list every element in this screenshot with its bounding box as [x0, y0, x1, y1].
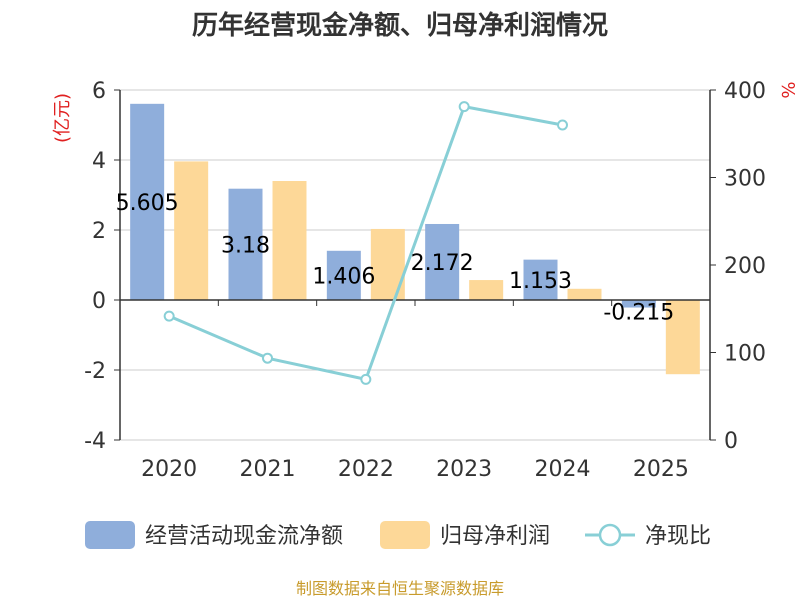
left-tick-label: 0 [92, 289, 106, 314]
right-tick-label: 100 [724, 342, 766, 367]
grid-lines [120, 89, 710, 441]
ratio-point [557, 119, 568, 131]
cashflow-bar [425, 223, 460, 300]
legend-swatch-net-profit [380, 521, 430, 549]
category-label: 2025 [633, 457, 689, 482]
ratio-line [163, 101, 568, 385]
left-tick-label: -2 [84, 359, 106, 384]
category-label: 2020 [141, 457, 197, 482]
category-label: 2022 [338, 457, 394, 482]
axes [114, 89, 716, 441]
bars [130, 103, 700, 375]
legend-label-cashflow: 经营活动现金流净额 [145, 524, 343, 549]
cashflow-bar [621, 300, 656, 308]
right-axis-unit: % [777, 81, 798, 98]
legend-label-net-profit: 归母净利润 [440, 524, 550, 549]
net-profit-bar [174, 161, 209, 300]
right-tick-label: 300 [724, 167, 766, 192]
ratio-point [458, 101, 470, 113]
left-tick-label: 4 [92, 149, 106, 174]
cashflow-bar [523, 259, 558, 300]
data-labels: 5.605 3.18 1.406 2.172 1.153 -0.215 [116, 191, 675, 326]
left-tick-label: 2 [92, 219, 106, 244]
ratio-point [163, 310, 175, 322]
cashflow-data-label: -0.215 [603, 301, 674, 326]
legend-swatch-cashflow [85, 521, 135, 549]
category-label: 2024 [535, 457, 591, 482]
ratio-point [262, 352, 273, 364]
right-tick-label: 200 [724, 254, 766, 279]
cashflow-bar [130, 103, 165, 300]
net-profit-bar [567, 288, 602, 300]
cashflow-bar [228, 188, 263, 300]
cashflow-data-label: 3.18 [221, 233, 270, 258]
cashflow-data-label: 1.153 [509, 269, 572, 294]
legend-marker-ratio [598, 523, 622, 547]
right-tick-label: 0 [724, 429, 738, 454]
cashflow-bar [326, 250, 361, 300]
ratio-point [360, 373, 372, 385]
category-label: 2023 [436, 457, 492, 482]
net-profit-bar [665, 300, 700, 375]
cashflow-data-label: 5.605 [116, 191, 179, 216]
legend-label-ratio: 净现比 [645, 524, 711, 549]
category-label: 2021 [240, 457, 296, 482]
tick-labels: 6 4 2 0 -2 -4 400 300 200 100 0 2020 2021 2022 2023 202… [84, 79, 766, 482]
cashflow-data-label: 2.172 [411, 251, 474, 276]
net-profit-bar [272, 181, 307, 300]
cashflow-data-label: 1.406 [312, 264, 375, 289]
chart-title: 历年经营现金净额、归母净利润情况 [192, 10, 608, 41]
legend: 经营活动现金流净额 归母净利润 净现比 [85, 521, 711, 549]
left-tick-label: 6 [92, 79, 106, 104]
left-tick-label: -4 [84, 429, 106, 454]
net-profit-bar [469, 280, 504, 300]
left-axis-unit: (亿元) [52, 93, 73, 143]
source-note: 制图数据来自恒生聚源数据库 [296, 579, 504, 598]
right-tick-label: 400 [724, 79, 766, 104]
